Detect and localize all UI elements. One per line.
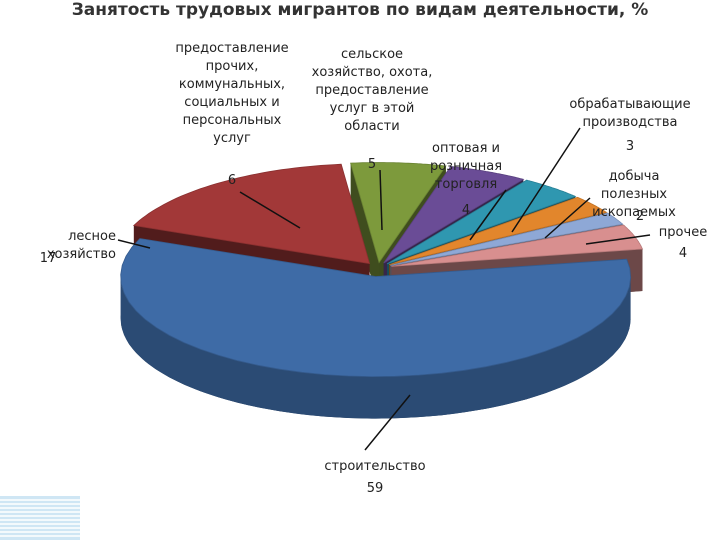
value-label: 17 [39,251,57,266]
value-label: 6 [227,173,237,188]
value-label: 4 [461,203,471,218]
value-label: 3 [625,139,635,154]
slice-label: добыча полезных ископаемых [592,169,676,220]
slice [120,238,632,378]
slice-label: обрабатывающие производства [569,97,691,130]
leader-lines [117,127,651,451]
slice-label: предоставление прочих, коммунальных, соц… [175,41,289,146]
slice [389,196,608,266]
slice-side [350,163,380,305]
chart-title: Занятость трудовых мигрантов по видам де… [71,0,649,20]
slice-label: оптовая и розничная торговля [429,141,503,192]
value-label: 59 [366,481,384,496]
slice-wall [120,276,631,419]
stripes [0,496,80,540]
value-label: 4 [678,246,688,261]
slice [132,163,371,265]
slice [386,179,577,265]
slice [390,212,624,266]
slice [350,162,447,264]
slice-label: сельское хозяйство, охота, предоставлени… [311,47,433,134]
slice-label: строительство [324,459,426,474]
slice [383,166,525,264]
value-label: 2 [635,209,645,224]
slice-label: лесное хозяйство [46,229,116,262]
value-label: 5 [367,157,377,172]
slice-label: прочее [658,225,708,240]
